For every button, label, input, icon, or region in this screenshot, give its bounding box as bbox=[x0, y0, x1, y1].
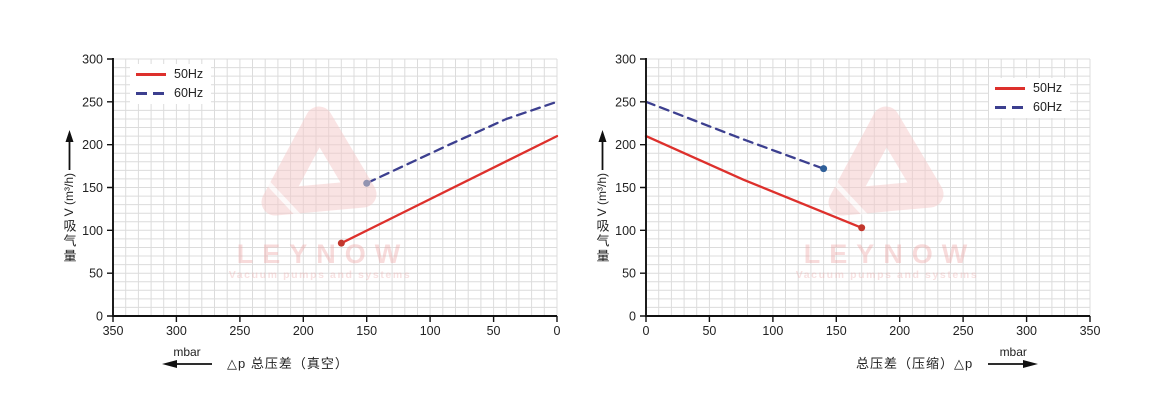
svg-text:250: 250 bbox=[615, 95, 636, 109]
y-axis-label: V (m³/h) 吸气量 bbox=[586, 130, 618, 264]
x-axis-unit-label: mbar bbox=[999, 345, 1027, 359]
svg-text:250: 250 bbox=[953, 324, 974, 338]
vacuum-chart-canvas: 350 300 250 200 150 100 50 0 0 50 100 150 200 250 300 bbox=[82, 53, 561, 339]
y-axis-arrow-up-icon bbox=[65, 130, 73, 170]
legend: 50Hz 60Hz bbox=[130, 64, 212, 104]
y-axis-label: V (m³/h) 吸气量 bbox=[53, 130, 85, 264]
svg-text:0: 0 bbox=[643, 324, 650, 338]
brand-logo-icon bbox=[261, 106, 377, 218]
svg-text:100: 100 bbox=[82, 224, 103, 238]
y-axis-unit-label: V (m³/h) bbox=[595, 173, 609, 217]
svg-text:350: 350 bbox=[1080, 324, 1101, 338]
svg-text:150: 150 bbox=[356, 324, 377, 338]
svg-text:50: 50 bbox=[487, 324, 501, 338]
legend: 50Hz 60Hz bbox=[989, 78, 1071, 118]
y-axis-unit-label: V (m³/h) bbox=[62, 173, 76, 217]
x-axis-arrow-right-icon bbox=[988, 360, 1039, 368]
watermark-tagline-text: Vacuum pumps and systems bbox=[228, 269, 412, 281]
legend-swatch-50hz bbox=[136, 73, 166, 76]
svg-text:0: 0 bbox=[629, 310, 636, 324]
svg-text:50: 50 bbox=[622, 267, 636, 281]
legend-label-50hz: 50Hz bbox=[174, 67, 204, 81]
legend-item-60hz: 60Hz bbox=[995, 101, 1062, 114]
svg-text:100: 100 bbox=[420, 324, 441, 338]
watermark-brand-text: LEYNOW bbox=[803, 239, 977, 269]
y-axis-arrow-up-icon bbox=[598, 130, 606, 170]
x-axis-label-group: 总压差（压缩）△p mbar bbox=[856, 345, 1039, 372]
svg-text:150: 150 bbox=[615, 181, 636, 195]
svg-text:100: 100 bbox=[615, 224, 636, 238]
brand-logo-icon bbox=[828, 106, 944, 218]
legend-swatch-60hz bbox=[136, 92, 166, 95]
y-axis-cjk-label: 吸气量 bbox=[61, 219, 77, 265]
legend-item-50hz: 50Hz bbox=[995, 82, 1062, 95]
legend-swatch-50hz bbox=[995, 87, 1025, 90]
x-axis-arrow-left-icon bbox=[162, 360, 212, 368]
svg-text:150: 150 bbox=[826, 324, 847, 338]
svg-text:0: 0 bbox=[554, 324, 561, 338]
svg-text:300: 300 bbox=[1016, 324, 1037, 338]
svg-text:0: 0 bbox=[96, 310, 103, 324]
legend-item-50hz: 50Hz bbox=[136, 68, 203, 81]
svg-text:150: 150 bbox=[82, 181, 103, 195]
x-axis-title: 总压差（压缩）△p bbox=[856, 356, 974, 371]
svg-text:300: 300 bbox=[82, 53, 103, 67]
svg-text:100: 100 bbox=[762, 324, 783, 338]
svg-text:200: 200 bbox=[615, 138, 636, 152]
x-axis-unit-block: mbar bbox=[988, 345, 1039, 369]
brand-watermark: LEYNOW Vacuum pumps and systems bbox=[225, 100, 415, 281]
svg-text:50: 50 bbox=[89, 267, 103, 281]
svg-text:50: 50 bbox=[702, 324, 716, 338]
x-axis-unit-block: mbar bbox=[162, 346, 212, 369]
x-axis-title: △p 总压差（真空） bbox=[227, 356, 349, 371]
brand-watermark: LEYNOW Vacuum pumps and systems bbox=[792, 100, 982, 281]
svg-text:200: 200 bbox=[889, 324, 910, 338]
legend-swatch-60hz bbox=[995, 106, 1025, 109]
svg-text:200: 200 bbox=[293, 324, 314, 338]
x-axis-label-group: mbar △p 总压差（真空） bbox=[162, 346, 349, 372]
svg-text:250: 250 bbox=[82, 95, 103, 109]
legend-label-60hz: 60Hz bbox=[1033, 100, 1063, 114]
legend-label-50hz: 50Hz bbox=[1033, 81, 1063, 95]
watermark-brand-text: LEYNOW bbox=[236, 239, 410, 269]
compression-chart: 0 50 100 150 200 250 300 350 0 50 100 150 200 250 300 … bbox=[573, 30, 1118, 410]
svg-text:300: 300 bbox=[615, 53, 636, 67]
svg-text:200: 200 bbox=[82, 138, 103, 152]
legend-item-60hz: 60Hz bbox=[136, 87, 203, 100]
vacuum-chart: 350 300 250 200 150 100 50 0 0 50 100 150 200 250 300 … bbox=[40, 30, 585, 410]
svg-text:250: 250 bbox=[229, 324, 250, 338]
svg-text:300: 300 bbox=[166, 324, 187, 338]
y-axis-cjk-label: 吸气量 bbox=[594, 219, 610, 265]
compression-chart-canvas: 0 50 100 150 200 250 300 350 0 50 100 150 200 250 300 bbox=[615, 53, 1101, 339]
watermark-tagline-text: Vacuum pumps and systems bbox=[795, 269, 979, 281]
legend-label-60hz: 60Hz bbox=[174, 86, 204, 100]
x-axis-unit-label: mbar bbox=[173, 345, 201, 359]
svg-text:350: 350 bbox=[103, 324, 124, 338]
